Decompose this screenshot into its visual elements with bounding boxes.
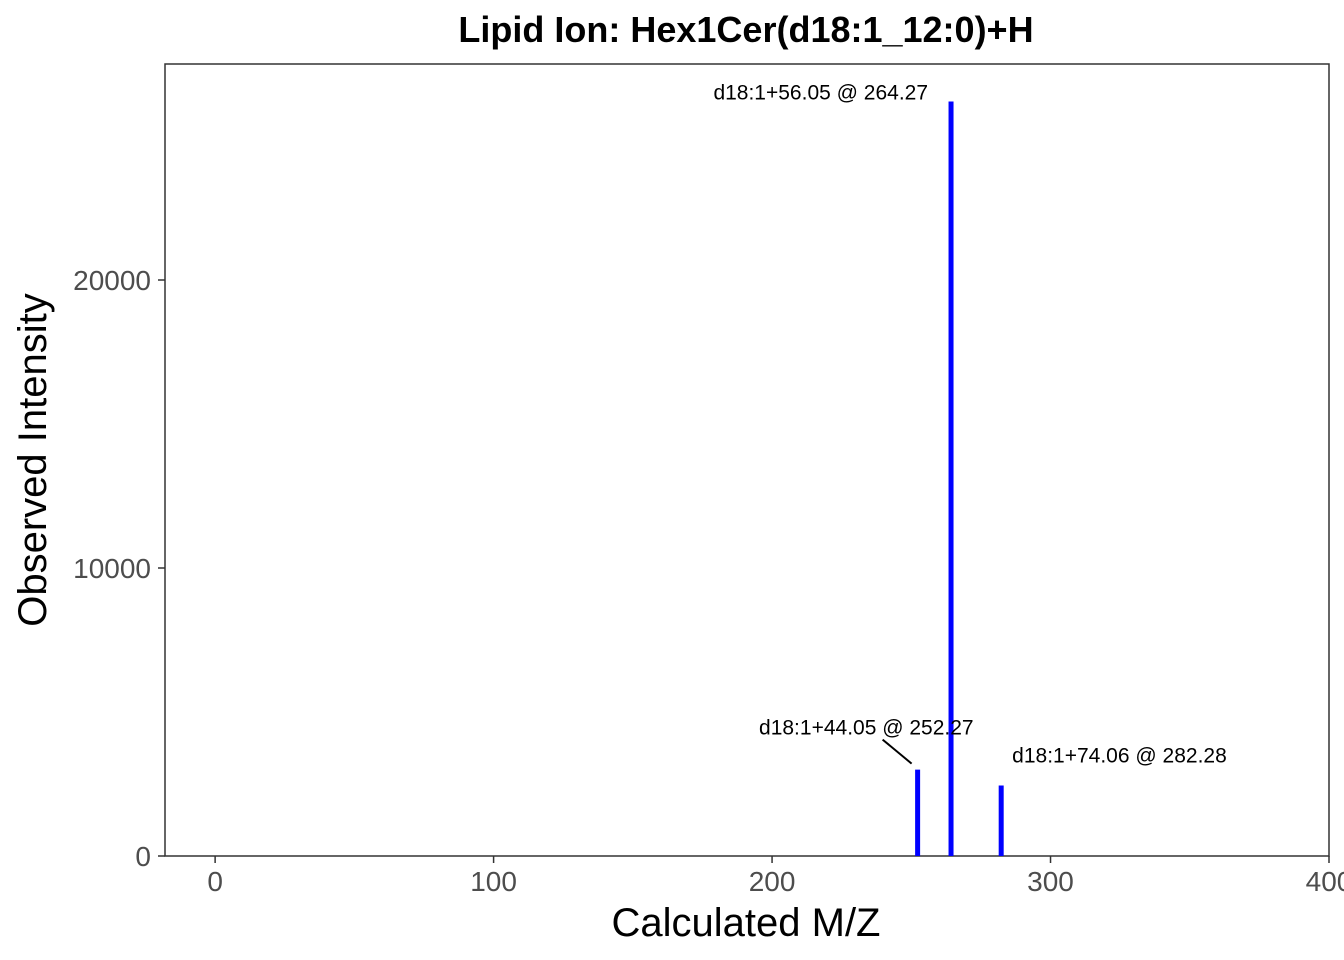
x-axis: 0 100 200 300 400: [207, 856, 1344, 897]
x-tick-label: 100: [470, 866, 517, 897]
x-tick-label: 0: [207, 866, 223, 897]
x-tick-label: 200: [749, 866, 796, 897]
peak-bars: [915, 101, 1004, 856]
chart-title: Lipid Ion: Hex1Cer(d18:1_12:0)+H: [458, 9, 1033, 50]
x-axis-title: Calculated M/Z: [612, 901, 881, 945]
y-axis-title: Observed Intensity: [11, 293, 55, 627]
y-tick-label: 10000: [73, 553, 151, 584]
peak-annotations: d18:1+44.05 @ 252.27 d18:1+56.05 @ 264.27…: [713, 81, 1226, 767]
y-tick-label: 0: [135, 841, 151, 872]
annotation-connector: [881, 738, 913, 765]
x-tick-label: 300: [1027, 866, 1074, 897]
peak-annotation: d18:1+56.05 @ 264.27: [713, 81, 928, 104]
x-tick-label: 400: [1306, 866, 1344, 897]
peak-annotation: d18:1+74.06 @ 282.28: [1012, 744, 1227, 767]
y-axis: 0 10000 20000: [73, 265, 165, 872]
y-tick-label: 20000: [73, 265, 151, 296]
peak-annotation: d18:1+44.05 @ 252.27: [759, 717, 974, 740]
plot-panel: [164, 63, 1330, 857]
